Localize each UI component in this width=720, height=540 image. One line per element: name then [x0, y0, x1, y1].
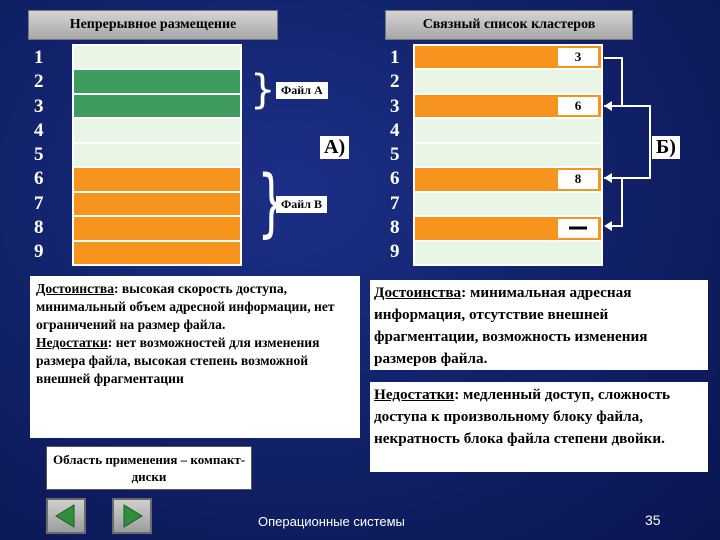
advantages-text: : высокая скорость доступа, минимальный …	[36, 281, 335, 332]
brace-file-a: }	[250, 67, 276, 113]
contiguous-description: Достоинства: высокая скорость доступа, м…	[30, 276, 360, 438]
block-number: 2	[34, 71, 44, 93]
block-linked-1: 3	[415, 46, 601, 69]
block-number: 1	[390, 47, 400, 68]
next-slide-button[interactable]	[112, 498, 152, 534]
disadvantages-text: : нет возможностей для изменения размера…	[36, 335, 320, 386]
end-of-chain-box	[558, 219, 598, 238]
block-file-b	[74, 217, 240, 240]
pointer-box: 6	[558, 96, 598, 116]
block-numbers-left: 1 2 3 4 5 6 7 8 9	[34, 46, 44, 265]
previous-slide-button[interactable]	[46, 498, 86, 534]
linked-blocks: 3 6 8	[413, 44, 603, 266]
block-free	[74, 143, 240, 167]
block-linked-8	[415, 217, 601, 240]
block-number: 3	[390, 95, 400, 117]
block-number: 3	[34, 95, 44, 117]
block-free	[415, 241, 601, 264]
block-file-b	[74, 192, 240, 216]
disadvantages-label: Недостатки	[36, 335, 108, 350]
block-number: 8	[390, 217, 400, 239]
file-b-label: Файл B	[276, 196, 327, 213]
linked-disadvantages: Недостатки: медленный доступ, сложность …	[370, 382, 708, 472]
block-number: 7	[390, 192, 400, 214]
block-number: 9	[34, 241, 44, 263]
advantages-label: Достоинства	[374, 284, 462, 301]
arrow-right-icon	[123, 504, 143, 528]
linked-list-title: Связный список кластеров	[385, 10, 633, 40]
block-file-b	[74, 241, 240, 264]
block-numbers-right: 1 2 3 4 5 6 7 8 9	[390, 46, 400, 265]
block-number: 5	[390, 144, 400, 166]
contiguous-allocation-title: Непрерывное размещение	[28, 10, 278, 40]
block-file-a	[74, 94, 240, 118]
block-linked-3: 6	[415, 94, 601, 118]
block-free	[415, 192, 601, 216]
section-a-mark: A)	[320, 136, 350, 159]
block-free	[415, 143, 601, 167]
disadvantages-label: Недостатки	[374, 386, 455, 403]
section-b-mark: Б)	[652, 136, 680, 159]
footer-title: Операционные системы	[258, 514, 405, 529]
block-linked-6: 8	[415, 168, 601, 191]
linked-advantages: Достоинства: минимальная адресная информ…	[370, 280, 708, 370]
disadvantages-text: : медленный доступ, сложность доступа к …	[374, 386, 671, 447]
block-free	[415, 119, 601, 142]
advantages-label: Достоинства	[36, 281, 114, 296]
block-number: 1	[34, 47, 44, 68]
page-number: 35	[645, 512, 661, 528]
pointer-box: 3	[558, 48, 598, 67]
block-number: 4	[390, 119, 400, 141]
block-number: 5	[34, 144, 44, 166]
block-number: 6	[34, 168, 44, 190]
advantages-text: : минимальная адресная информация, отсут…	[374, 284, 648, 367]
block-file-b	[74, 168, 240, 191]
block-free	[74, 119, 240, 142]
contiguous-blocks	[72, 44, 242, 266]
block-number: 8	[34, 217, 44, 239]
end-marker	[569, 226, 587, 230]
block-number: 2	[390, 71, 400, 93]
block-number: 6	[390, 168, 400, 190]
block-file-a	[74, 70, 240, 93]
block-number: 9	[390, 241, 400, 263]
block-free	[74, 46, 240, 69]
application-area: Область применения – компакт-диски	[46, 446, 252, 490]
pointer-box: 8	[558, 170, 598, 189]
block-number: 7	[34, 192, 44, 214]
block-free	[415, 70, 601, 93]
file-a-label: Файл A	[276, 82, 328, 99]
block-number: 4	[34, 119, 44, 141]
arrow-left-icon	[55, 504, 75, 528]
